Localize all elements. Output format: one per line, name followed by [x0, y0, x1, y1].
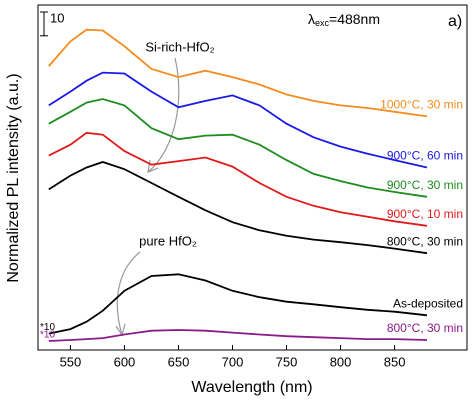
series-line	[48, 28, 428, 118]
annotation: Si-rich-HfO₂	[145, 39, 214, 54]
lambda: λ	[308, 11, 315, 27]
x-tick-label: 650	[168, 354, 190, 369]
series-label: 800°C, 30 min	[387, 321, 463, 335]
scale-note: *10	[40, 330, 55, 341]
x-axis-title: Wavelength (nm)	[191, 379, 312, 396]
series-line	[48, 329, 428, 342]
series-line	[48, 98, 428, 198]
series-label: As-deposited	[393, 296, 463, 310]
x-tick-label: 750	[276, 354, 298, 369]
x-tick-label: 600	[114, 354, 136, 369]
series-label: 800°C, 30 min	[387, 234, 463, 248]
plot-frame	[37, 4, 468, 351]
x-tick-label: 850	[384, 354, 406, 369]
panel-label: a)	[448, 13, 462, 30]
x-tick-label: 800	[330, 354, 352, 369]
series-line	[48, 161, 428, 255]
excitation-label: λexc=488nm	[308, 11, 380, 29]
exc-subscript: exc	[315, 18, 330, 28]
series-label: 900°C, 10 min	[387, 207, 463, 221]
scale-bar-label: 10	[50, 10, 64, 25]
series-label: 900°C, 60 min	[387, 149, 463, 163]
x-tick-label: 700	[222, 354, 244, 369]
series-label: 900°C, 30 min	[387, 178, 463, 192]
annotation: pure HfO₂	[139, 233, 197, 248]
scale-note: *10	[40, 322, 55, 333]
exc-value: =488nm	[329, 11, 380, 27]
y-axis-title: Normalized PL intensity (a.u.)	[5, 73, 22, 282]
series-label: 1000°C, 30 min	[380, 98, 463, 112]
series-line	[48, 71, 428, 169]
x-tick-label: 550	[60, 354, 82, 369]
series-line	[48, 273, 428, 335]
series-line	[48, 131, 428, 227]
arrow	[116, 251, 141, 336]
